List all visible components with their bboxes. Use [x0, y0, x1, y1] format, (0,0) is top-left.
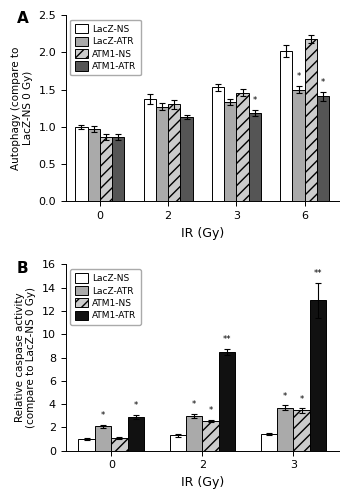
Bar: [169, 436, 186, 450]
X-axis label: IR (Gy): IR (Gy): [181, 476, 224, 489]
Bar: [75, 127, 88, 202]
X-axis label: IR (Gy): IR (Gy): [181, 226, 224, 239]
Bar: [88, 129, 100, 202]
Text: B: B: [16, 260, 28, 276]
Text: *: *: [101, 411, 105, 420]
Text: *: *: [253, 96, 257, 105]
Text: **: **: [223, 335, 231, 344]
Text: *: *: [134, 402, 138, 410]
Bar: [186, 416, 202, 450]
Bar: [112, 138, 125, 202]
Bar: [261, 434, 277, 450]
Text: *: *: [283, 392, 287, 401]
Bar: [156, 106, 168, 202]
Bar: [310, 300, 326, 450]
Bar: [95, 426, 111, 450]
Bar: [181, 117, 193, 202]
Bar: [100, 138, 112, 202]
Text: **: **: [314, 270, 322, 278]
Bar: [219, 352, 235, 450]
Text: *: *: [208, 406, 213, 415]
Bar: [128, 417, 144, 450]
Legend: LacZ-NS, LacZ-ATR, ATM1-NS, ATM1-ATR: LacZ-NS, LacZ-ATR, ATM1-NS, ATM1-ATR: [70, 269, 141, 325]
Bar: [317, 96, 329, 202]
Bar: [277, 408, 293, 451]
Bar: [293, 90, 305, 202]
Bar: [293, 410, 310, 451]
Y-axis label: Relative caspase activity
(compare to LacZ-NS 0 Gy): Relative caspase activity (compare to La…: [15, 287, 36, 428]
Bar: [249, 112, 261, 202]
Text: *: *: [192, 400, 196, 409]
Bar: [305, 39, 317, 202]
Text: *: *: [296, 72, 301, 81]
Legend: LacZ-NS, LacZ-ATR, ATM1-NS, ATM1-ATR: LacZ-NS, LacZ-ATR, ATM1-NS, ATM1-ATR: [70, 20, 141, 76]
Bar: [144, 100, 156, 202]
Bar: [168, 104, 181, 202]
Bar: [78, 439, 95, 450]
Y-axis label: Autophagy (compare to
LacZ-NS 0 Gy): Autophagy (compare to LacZ-NS 0 Gy): [11, 46, 33, 170]
Text: A: A: [16, 12, 28, 26]
Bar: [237, 92, 249, 202]
Bar: [202, 421, 219, 450]
Bar: [212, 88, 224, 202]
Bar: [224, 102, 237, 202]
Text: *: *: [321, 78, 325, 87]
Bar: [111, 438, 128, 450]
Bar: [280, 51, 293, 202]
Text: *: *: [300, 394, 304, 404]
